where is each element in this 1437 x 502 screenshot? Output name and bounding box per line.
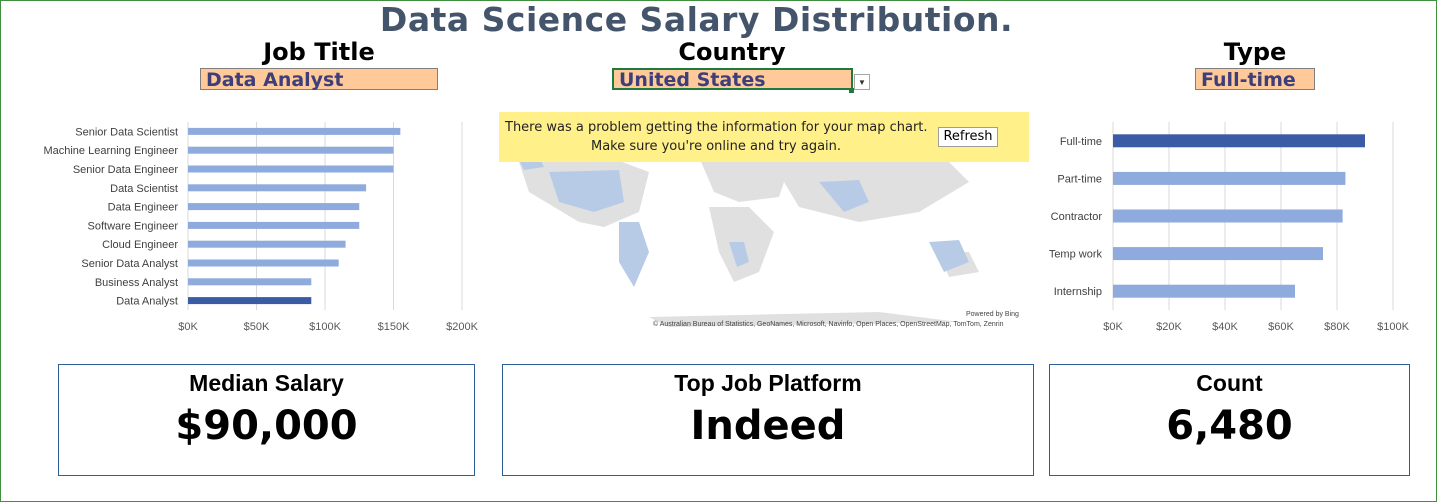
bar: [1113, 284, 1295, 298]
x-tick-label: $40K: [1212, 321, 1238, 333]
median-salary-value: $90,000: [175, 403, 358, 449]
count-card: Count 6,480: [1049, 364, 1410, 476]
bar: [188, 184, 367, 192]
bar: [1113, 247, 1323, 261]
bar: [1113, 171, 1346, 185]
country-label: Country: [678, 38, 786, 66]
chevron-down-icon[interactable]: ▼: [854, 74, 870, 90]
category-label: Temp work: [1049, 249, 1103, 261]
x-tick-label: $100K: [309, 321, 341, 333]
category-label: Data Analyst: [116, 296, 178, 308]
job-title-label: Job Title: [263, 38, 375, 66]
bar: [188, 240, 346, 248]
x-tick-label: $0K: [178, 321, 198, 333]
bar: [188, 297, 312, 305]
map-error-line1: There was a problem getting the informat…: [505, 120, 928, 135]
x-tick-label: $80K: [1324, 321, 1350, 333]
bar: [188, 127, 401, 135]
dashboard-title: Data Science Salary Distribution.: [379, 0, 1014, 39]
bing-attribution: Powered by Bing: [966, 311, 1019, 318]
bar: [188, 146, 394, 154]
category-label: Contractor: [1051, 211, 1103, 223]
x-tick-label: $150K: [378, 321, 410, 333]
count-label: Count: [1196, 370, 1263, 396]
category-label: Senior Data Analyst: [81, 258, 178, 270]
bar: [188, 259, 339, 267]
category-label: Senior Data Engineer: [73, 164, 179, 176]
map-error-line2: Make sure you're online and try again.: [591, 139, 842, 154]
category-label: Cloud Engineer: [102, 239, 178, 251]
world-map: [519, 152, 979, 327]
bar: [1113, 209, 1343, 223]
refresh-button[interactable]: Refresh: [938, 127, 998, 147]
median-salary-label: Median Salary: [189, 370, 344, 396]
x-tick-label: $100K: [1377, 321, 1409, 333]
median-salary-card: Median Salary $90,000: [58, 364, 475, 476]
bar: [188, 221, 360, 229]
map-error-banner: There was a problem getting the informat…: [499, 112, 1029, 162]
cell-fill-handle[interactable]: [849, 88, 854, 93]
category-label: Part-time: [1057, 173, 1102, 185]
category-label: Internship: [1054, 286, 1102, 298]
bar: [188, 203, 360, 211]
type-salary-chart: $0K $20K $40K $60K $80K $100K Full-time Part-ti…: [1049, 122, 1410, 333]
x-tick-label: $0K: [1103, 321, 1123, 333]
category-label: Machine Learning Engineer: [43, 145, 178, 157]
category-label: Business Analyst: [95, 277, 178, 289]
category-label: Data Engineer: [108, 202, 179, 214]
bar: [188, 165, 394, 173]
type-label: Type: [1223, 38, 1287, 66]
x-tick-label: $20K: [1156, 321, 1182, 333]
bar: [188, 278, 312, 286]
x-tick-label: $50K: [244, 321, 270, 333]
top-platform-value: Indeed: [690, 403, 846, 449]
job-title-dropdown[interactable]: Data Analyst: [200, 68, 438, 91]
category-label: Senior Data Scientist: [75, 126, 178, 138]
category-label: Data Scientist: [110, 183, 178, 195]
x-tick-label: $200K: [446, 321, 478, 333]
map-copyright: © Australian Bureau of Statistics, GeoNa…: [653, 321, 1004, 328]
type-dropdown[interactable]: Full-time: [1195, 68, 1315, 91]
top-platform-label: Top Job Platform: [674, 370, 862, 396]
category-label: Full-time: [1060, 136, 1102, 148]
country-dropdown[interactable]: United States: [612, 68, 853, 90]
x-tick-label: $60K: [1268, 321, 1294, 333]
count-value: 6,480: [1166, 403, 1293, 449]
bar: [1113, 134, 1365, 148]
job-title-salary-chart: $0K $50K $100K $150K $200K Senior Data Scient…: [43, 122, 479, 333]
category-label: Software Engineer: [88, 220, 179, 232]
top-platform-card: Top Job Platform Indeed: [502, 364, 1034, 476]
